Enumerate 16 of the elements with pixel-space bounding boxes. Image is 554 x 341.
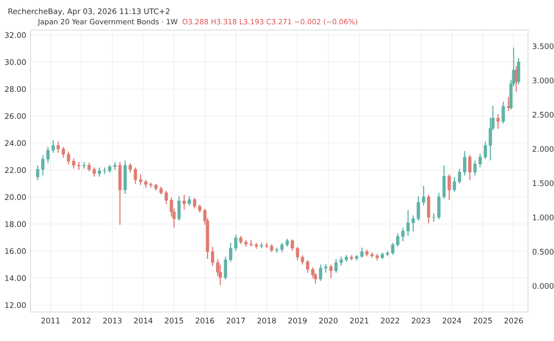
candlestick <box>473 160 477 176</box>
candlestick <box>52 140 55 153</box>
candlestick <box>502 102 505 124</box>
candlestick <box>290 239 294 251</box>
candlestick <box>496 114 500 129</box>
candlestick <box>426 194 430 224</box>
candlestick <box>177 196 181 221</box>
candlestick <box>329 264 333 278</box>
candlestick <box>422 186 426 206</box>
candlestick <box>452 177 456 192</box>
candlestick <box>516 58 520 84</box>
candlestick <box>66 152 70 164</box>
candlestick <box>182 194 186 210</box>
candlestick <box>448 174 451 200</box>
candlestick <box>468 155 472 180</box>
candlestick <box>442 165 446 199</box>
